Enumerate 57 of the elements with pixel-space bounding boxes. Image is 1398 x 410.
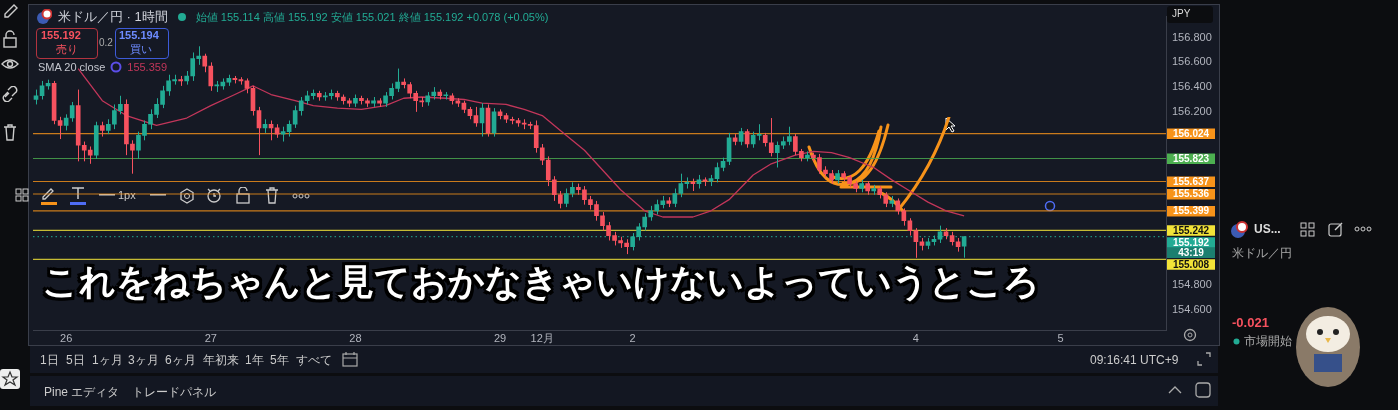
text: 6ヶ月 [165, 352, 196, 369]
annotation: 155.194 [119, 29, 159, 41]
candlestick [371, 96, 376, 108]
annotation: 155.359 [127, 61, 168, 73]
y-tick-label: 154.800 [1172, 278, 1212, 291]
annotation: 買い [130, 42, 152, 57]
text: US... [1254, 222, 1281, 236]
ref-line-label: 155.399 [1172, 205, 1210, 217]
x-tick-label: 27 [204, 332, 217, 345]
ref-line-label: 155.192 [1172, 236, 1210, 248]
annotation: これをねちゃんと見ておかなきゃいけないよっていうところ [42, 260, 1040, 304]
x-tick-label: 12月 [530, 332, 554, 345]
x-tick-label: 28 [349, 332, 362, 345]
series-label: SMA 20 close [38, 61, 106, 73]
text: 5年 [270, 352, 289, 369]
text: 米ドル／円 [1232, 245, 1292, 262]
annotation: 155.192 [41, 29, 81, 41]
text: 5日 [66, 352, 85, 369]
x-tick-label: 26 [60, 332, 73, 345]
annotation: 0.2 [99, 37, 113, 48]
ref-line-label: 155.637 [1172, 175, 1210, 187]
text: 年初来 [203, 352, 239, 369]
x-tick-label: 2 [629, 332, 636, 345]
y-tick-label: 156.600 [1172, 55, 1212, 68]
y-tick-label: 154.600 [1172, 302, 1212, 315]
x-tick-label: 4 [912, 332, 919, 345]
candlestick [99, 121, 105, 138]
text: 市場開始 [1244, 333, 1292, 350]
candlestick [859, 179, 864, 193]
chart-title: 米ドル／円 · 1時間 [58, 8, 168, 26]
candlestick [377, 97, 382, 108]
ref-line-label: 155.242 [1172, 224, 1210, 236]
text: 1日 [40, 352, 59, 369]
ref-line-label: 156.024 [1172, 127, 1210, 139]
ref-line-label: 155.008 [1172, 258, 1210, 270]
annotation: 1px [118, 189, 136, 201]
text: トレードパネル [132, 384, 216, 401]
text: 1年 [245, 352, 264, 369]
ref-line-label: 155.823 [1172, 152, 1210, 164]
text: 1ヶ月 [92, 352, 123, 369]
text: すべて [296, 352, 332, 369]
x-tick-label: 5 [1057, 332, 1064, 345]
candlestick [443, 91, 449, 100]
ref-line-label: 155.536 [1172, 188, 1210, 200]
x-tick-label: 29 [493, 332, 507, 345]
text: -0.021 [1232, 315, 1269, 330]
chart-subtitle: 始値 155.114 高値 155.192 安値 155.021 終値 155.192 +0.078 (+0.05%) [195, 9, 549, 25]
annotation: 売り [56, 42, 78, 57]
text: 09:16:41 UTC+9 [1090, 353, 1179, 367]
candlestick [353, 94, 358, 108]
text: Pine エディタ [44, 384, 120, 401]
y-tick-label: 156.400 [1172, 80, 1212, 93]
text: 3ヶ月 [128, 352, 159, 369]
y-tick-label: 156.200 [1172, 104, 1212, 117]
y-tick-label: 156.800 [1172, 30, 1212, 43]
text: JPY [1172, 8, 1191, 19]
text: 43:19 [1167, 246, 1215, 258]
